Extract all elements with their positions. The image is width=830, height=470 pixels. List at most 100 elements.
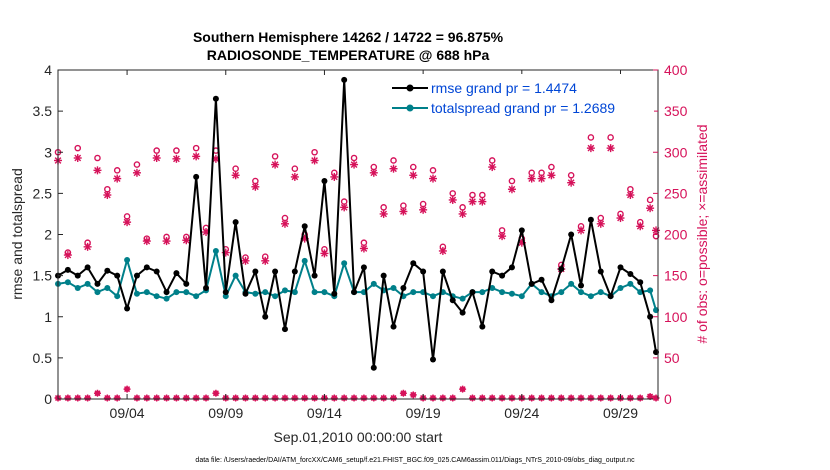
footer-data-file: data file: /Users/raeder/DAI/ATM_forcXX/… (195, 457, 635, 464)
obs-assimilated-point (567, 178, 576, 187)
obs-possible-point (74, 144, 82, 152)
rmse-point (351, 289, 358, 296)
obs-possible-point (173, 147, 180, 154)
totalspread-point (104, 284, 111, 291)
totalspread-point (459, 295, 466, 302)
totalspread-point (143, 289, 150, 296)
y-left-tick-label: 3.5 (33, 103, 53, 119)
totalspread-point (222, 293, 229, 300)
plot-area (58, 70, 658, 399)
obs-assimilated-point (507, 185, 516, 194)
obs-zero-possible-point (65, 395, 71, 401)
y-axis-left: 0 0.5 1 1.5 2 2.5 3 3.5 4 (33, 62, 63, 407)
obs-assimilated-point (429, 174, 437, 183)
y-left-tick-label: 1 (44, 309, 52, 325)
rmse-point (370, 364, 377, 371)
obs-zero-possible-point (292, 395, 298, 401)
y-right-tick-label: 50 (664, 350, 680, 366)
obs-assimilated-point (103, 191, 112, 200)
obs-assimilated-point (468, 197, 477, 206)
totalspread-point (124, 256, 131, 263)
obs-assimilated-point (577, 226, 586, 235)
obs-possible-point (567, 171, 575, 179)
rmse-point (390, 323, 397, 330)
totalspread-point (479, 289, 486, 296)
rmse-point (449, 297, 456, 304)
rmse-point (183, 280, 190, 287)
rmse-point (114, 272, 121, 279)
rmse-point (627, 270, 634, 277)
obs-possible-point (646, 196, 654, 204)
obs-assimilated-point (652, 226, 661, 235)
y-right-tick-label: 300 (664, 144, 688, 160)
rmse-point (607, 293, 614, 300)
totalspread-point (311, 289, 318, 296)
totalspread-point (587, 293, 594, 300)
obs-assimilated-point (192, 152, 201, 161)
obs-possible-point (311, 148, 318, 156)
obs-assimilated-point (241, 256, 250, 265)
rmse-point (528, 280, 535, 287)
legend-box (388, 74, 654, 116)
rmse-point (587, 216, 594, 223)
totalspread-point (84, 280, 91, 287)
obs-assimilated-point (113, 174, 122, 183)
y-left-tick-label: 2.5 (33, 185, 53, 201)
x-tick-label: 09/09 (208, 405, 243, 421)
obs-assimilated-point (359, 244, 368, 253)
rmse-point (647, 313, 654, 320)
obs-possible-point (548, 163, 555, 171)
obs-assimilated-point (537, 174, 546, 183)
totalspread-point (499, 289, 506, 296)
rmse-point (301, 223, 308, 230)
obs-zero-possible-point (232, 395, 239, 401)
obs-assimilated-point (320, 249, 329, 258)
obs-zero-possible-point (144, 395, 150, 401)
totalspread-point (597, 289, 604, 296)
totalspread-point (430, 293, 436, 300)
totalspread-point (627, 280, 634, 287)
totalspread-point (272, 293, 279, 300)
totalspread-point (114, 293, 121, 300)
obs-possible-point (153, 147, 160, 154)
obs-assimilated-point (83, 242, 92, 251)
obs-zero-possible-point (578, 395, 584, 401)
rmse-point (597, 268, 604, 275)
totalspread-point (153, 293, 160, 300)
obs-assimilated-point (488, 163, 497, 172)
obs-possible-point (291, 165, 299, 172)
obs-zero-possible-point (528, 395, 535, 401)
rmse-point (410, 260, 417, 267)
legend-totalspread-marker (406, 104, 414, 112)
obs-possible-point (390, 157, 397, 164)
obs-zero-possible-point (588, 395, 594, 401)
totalspread-point (64, 279, 71, 286)
obs-possible-point (192, 144, 200, 152)
obs-assimilated-point (616, 214, 625, 223)
obs-assimilated-point (636, 222, 645, 231)
legend-rmse-label: rmse grand pr = 1.4474 (431, 80, 577, 96)
totalspread-point (262, 289, 269, 296)
rmse-point (311, 272, 318, 279)
totalspread-point (538, 289, 545, 296)
obs-assimilated-point (399, 207, 408, 216)
totalspread-point (370, 280, 377, 287)
rmse-point (420, 268, 427, 275)
obs-zero-possible-point (203, 395, 209, 401)
obs-zero-possible-point (193, 395, 199, 401)
totalspread-point (193, 293, 200, 300)
obs-assimilated-point (379, 209, 388, 218)
totalspread-point (94, 289, 101, 296)
obs-zero-possible-point (183, 395, 190, 401)
rmse-point (518, 227, 525, 234)
rmse-point (64, 266, 71, 273)
y-axis-right-label: # of obs: o=possible; ×=assimilated (694, 124, 710, 343)
totalspread-point (341, 260, 348, 267)
obs-assimilated-point (409, 171, 418, 180)
obs-zero-possible-point (301, 395, 308, 401)
obs-assimilated-point (586, 144, 595, 153)
obs-zero-possible-point (380, 395, 387, 401)
totalspread-point (508, 290, 515, 297)
rmse-point (489, 268, 496, 275)
